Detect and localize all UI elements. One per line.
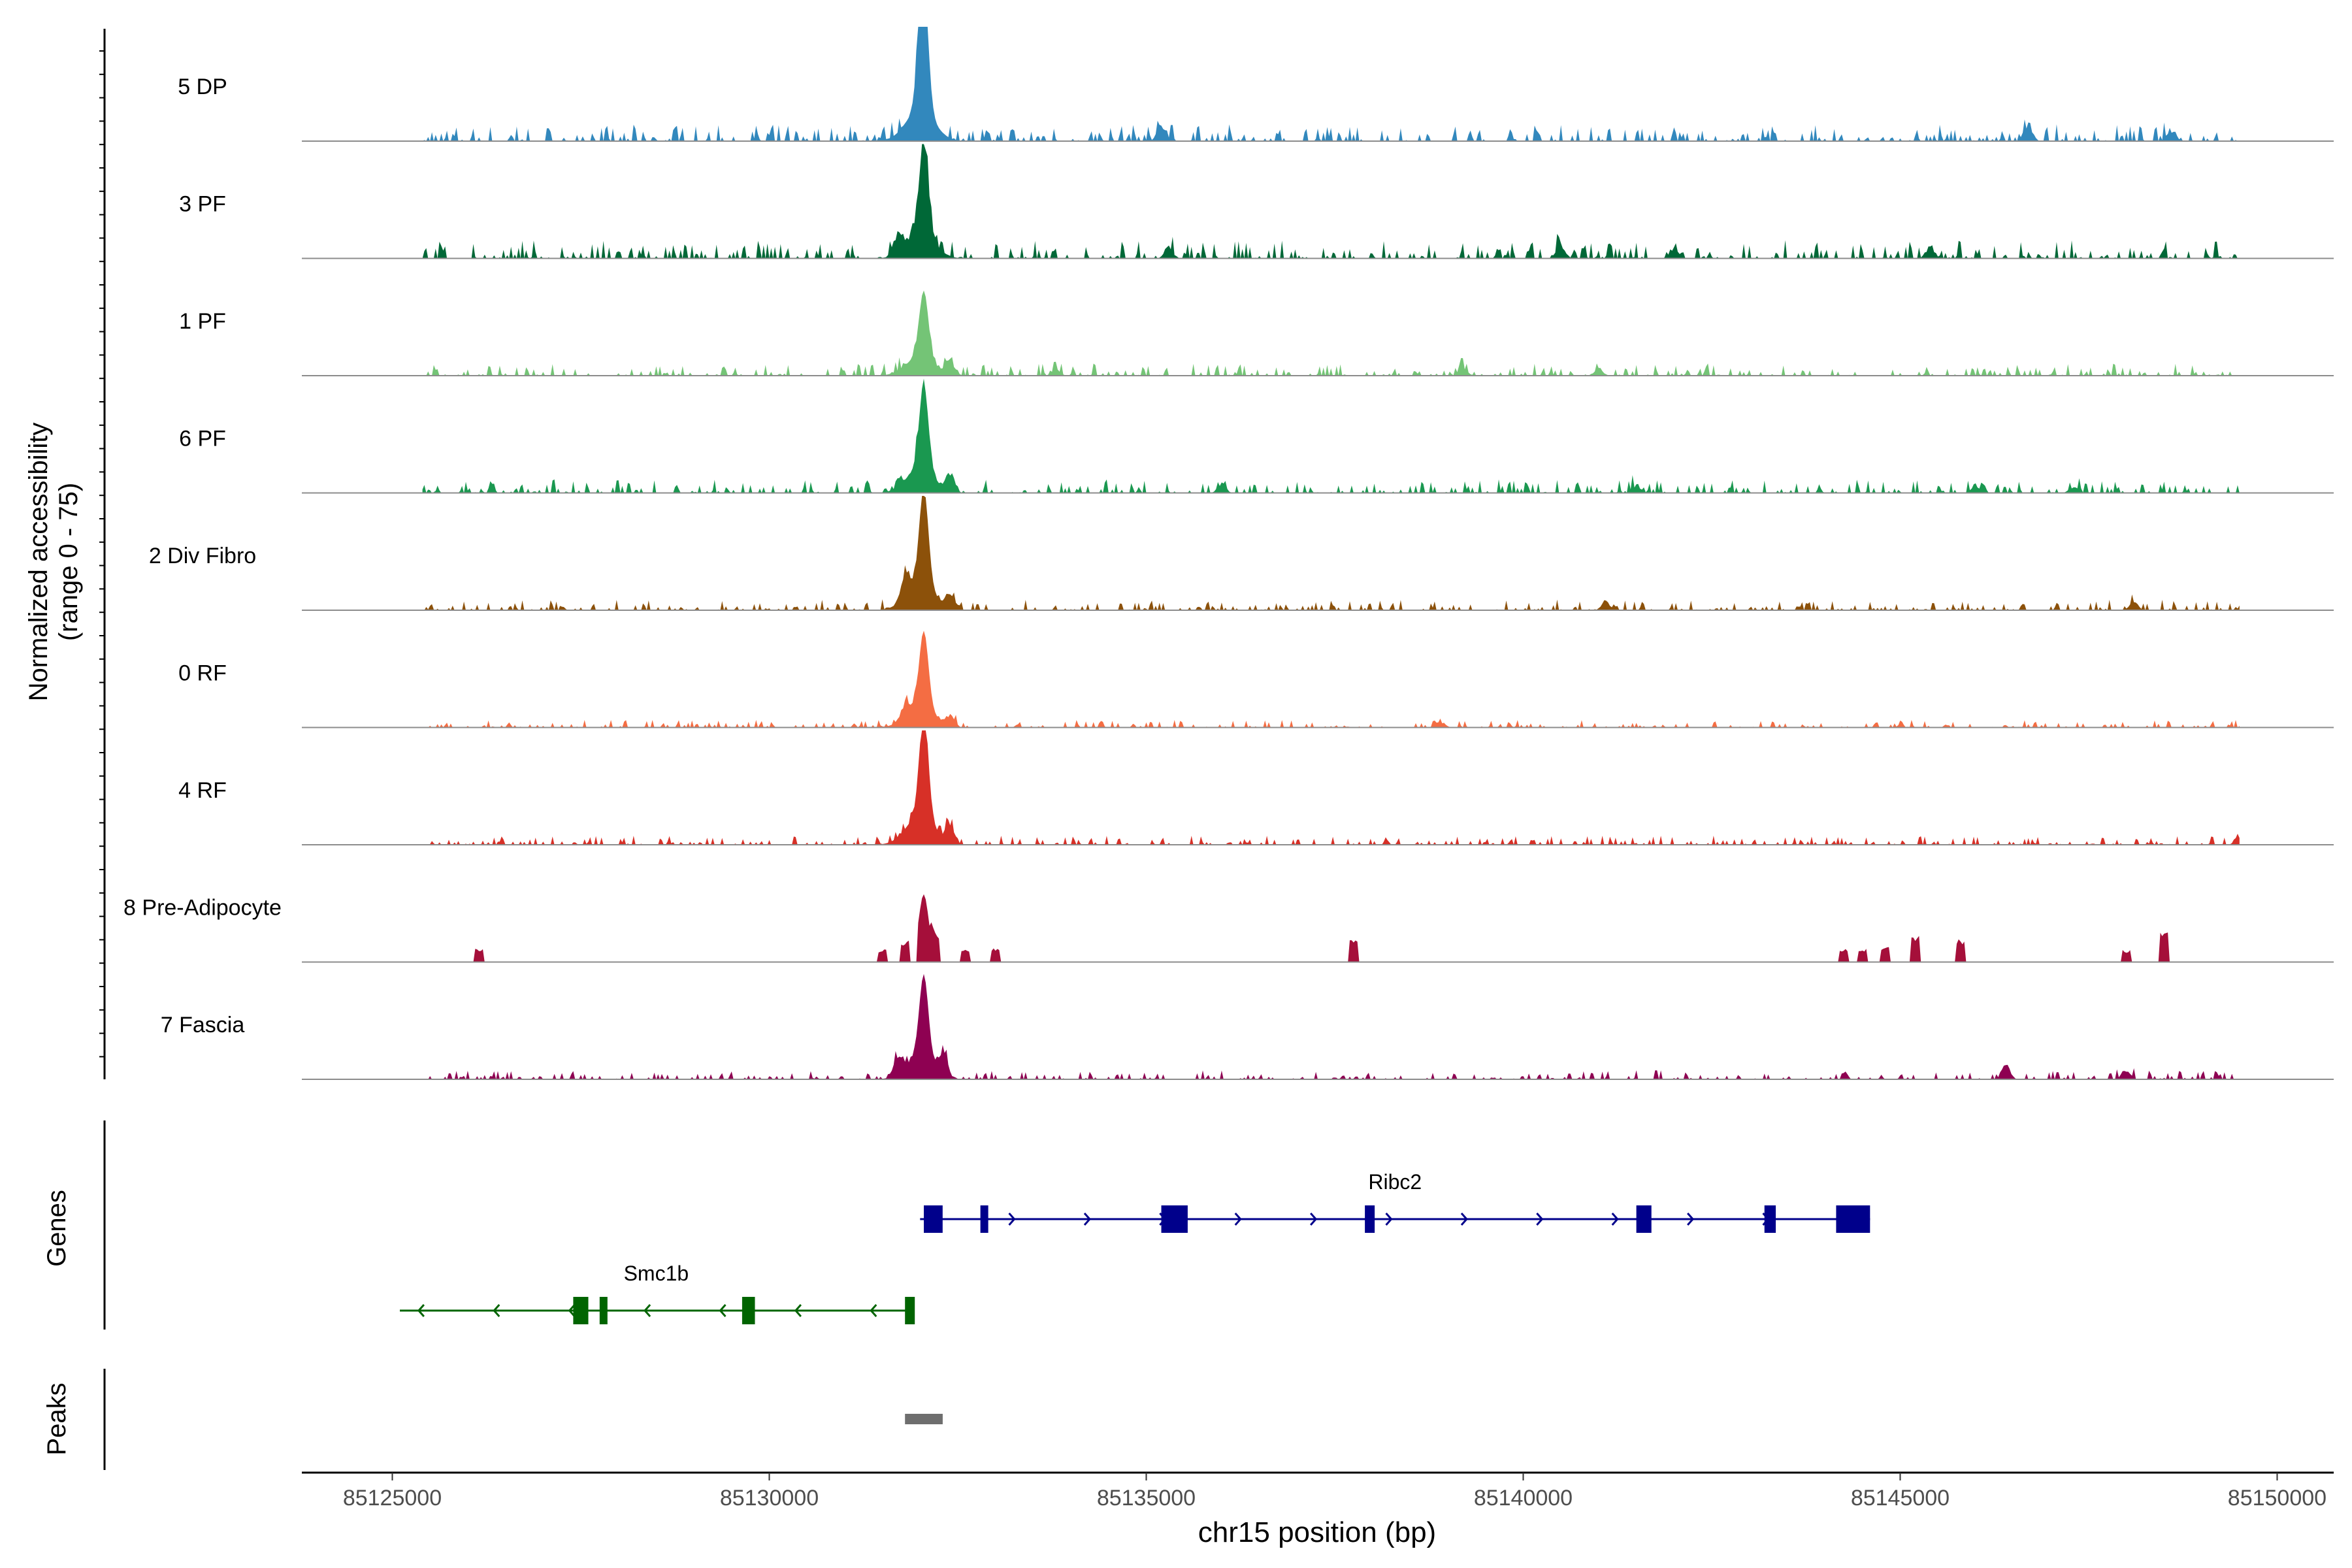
track-3-pf: 3 PF <box>179 144 2334 259</box>
x-tick-label: 85150000 <box>2228 1486 2327 1511</box>
track-label: 8 Pre-Adipocyte <box>123 896 282 921</box>
track-label: 6 PF <box>179 427 226 451</box>
strand-arrow <box>1686 1213 1695 1226</box>
track-8-pre-adipocyte: 8 Pre-Adipocyte <box>123 894 2334 963</box>
signal-area <box>422 630 2240 728</box>
exon <box>573 1297 589 1324</box>
strand-arrow <box>417 1304 425 1317</box>
coverage-tracks: 5 DP 3 PF 1 PF 6 PF 2 Div Fibro 0 RF 4 RF 8 Pre… <box>123 27 2334 1080</box>
track-1-pf: 1 PF <box>179 290 2334 376</box>
x-tick-label: 85135000 <box>1097 1486 1196 1511</box>
signal-area <box>422 27 2240 141</box>
strand-arrow <box>719 1304 727 1317</box>
strand-arrow <box>568 1304 576 1317</box>
exon <box>1365 1205 1375 1233</box>
gene-ribc2: Ribc2 <box>920 1170 1870 1233</box>
signal-area <box>422 378 2240 493</box>
x-tick-label: 85125000 <box>343 1486 442 1511</box>
gene-name: Ribc2 <box>1368 1170 1422 1194</box>
strand-arrow <box>1536 1213 1544 1226</box>
peaks-label: Peaks <box>42 1382 71 1455</box>
track-label: 2 Div Fibro <box>149 544 256 568</box>
strand-arrow <box>1611 1213 1619 1226</box>
signal-area <box>422 144 2240 259</box>
strand-arrow <box>1460 1213 1468 1226</box>
signal-area <box>422 894 2240 962</box>
strand-arrow <box>1008 1213 1016 1226</box>
track-2-div-fibro: 2 Div Fibro <box>149 496 2334 611</box>
exon <box>1161 1205 1188 1233</box>
strand-arrow <box>493 1304 500 1317</box>
track-label: 1 PF <box>179 309 226 334</box>
x-axis-label: chr15 position (bp) <box>1198 1516 1436 1548</box>
track-label: 7 Fascia <box>161 1013 245 1037</box>
exon <box>1836 1205 1870 1233</box>
y-axis <box>99 29 106 1079</box>
strand-arrow <box>1083 1213 1091 1226</box>
track-label: 0 RF <box>178 661 227 686</box>
exon <box>980 1205 988 1233</box>
exon <box>924 1205 943 1233</box>
x-tick-label: 85130000 <box>720 1486 819 1511</box>
strand-arrow <box>794 1304 802 1317</box>
signal-area <box>422 730 2240 845</box>
exon <box>905 1297 915 1324</box>
strand-arrow <box>1385 1213 1393 1226</box>
exon <box>1636 1205 1652 1233</box>
track-4-rf: 4 RF <box>178 730 2334 845</box>
exon <box>1764 1205 1776 1233</box>
strand-arrow <box>1234 1213 1242 1226</box>
x-tick-label: 85140000 <box>1474 1486 1573 1511</box>
track-0-rf: 0 RF <box>178 630 2334 728</box>
y-axis-label-range: (range 0 - 75) <box>54 483 83 641</box>
track-label: 5 DP <box>178 74 227 99</box>
signal-area <box>422 973 2240 1079</box>
peaks-track <box>103 1369 943 1470</box>
signal-area <box>422 290 2240 376</box>
exon <box>742 1297 755 1324</box>
strand-arrow <box>1309 1213 1318 1226</box>
strand-arrow <box>870 1304 877 1317</box>
genes-label: Genes <box>42 1190 71 1267</box>
track-7-fascia: 7 Fascia <box>161 973 2334 1080</box>
track-label: 4 RF <box>178 778 227 803</box>
exon <box>599 1297 608 1324</box>
gene-name: Smc1b <box>624 1262 689 1285</box>
peak-region <box>905 1414 943 1424</box>
y-axis-label: Normalized accessibility <box>24 423 53 702</box>
x-axis: 85125000 85130000 85135000 85140000 85145000… <box>302 1471 2334 1511</box>
x-tick-label: 85145000 <box>1851 1486 1950 1511</box>
track-6-pf: 6 PF <box>179 378 2334 494</box>
track-label: 3 PF <box>179 192 226 217</box>
signal-area <box>422 496 2240 610</box>
strand-arrow <box>644 1304 651 1317</box>
track-5-dp: 5 DP <box>178 27 2334 142</box>
gene-smc1b: Smc1b <box>400 1262 915 1324</box>
genes-track: Ribc2 Smc1b <box>103 1120 1870 1330</box>
